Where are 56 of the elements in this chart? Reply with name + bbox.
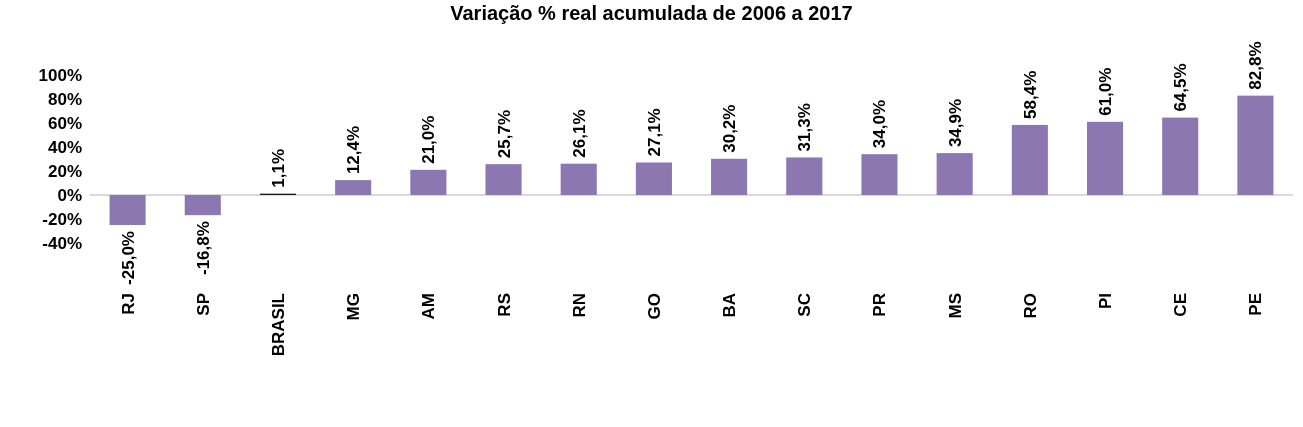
data-label: -25,0% — [118, 231, 138, 285]
data-label: 26,1% — [569, 109, 589, 158]
data-label: 1,1% — [268, 148, 288, 188]
x-tick-label: GO — [644, 293, 664, 320]
x-tick-label: SP — [193, 293, 213, 316]
x-tick-label: RS — [494, 293, 514, 317]
data-label: 82,8% — [1246, 41, 1266, 90]
x-tick-label: BA — [720, 293, 740, 318]
y-tick-label: 20% — [47, 161, 82, 181]
x-tick-label: MS — [945, 293, 965, 319]
y-tick-label: -40% — [42, 233, 82, 253]
data-label: 21,0% — [419, 115, 439, 164]
x-tick-label: CE — [1171, 293, 1191, 317]
bar — [410, 169, 447, 195]
bar — [1162, 117, 1199, 195]
x-tick-label: SC — [795, 293, 815, 317]
data-label: 30,2% — [720, 104, 740, 153]
bar — [560, 163, 597, 195]
bar — [861, 154, 898, 195]
x-tick-label: RO — [1020, 293, 1040, 319]
bar — [1011, 124, 1048, 195]
x-tick-label: AM — [419, 293, 439, 320]
bar — [1237, 95, 1274, 195]
bar — [335, 180, 372, 195]
data-label: 34,9% — [945, 98, 965, 148]
x-tick-label: MG — [344, 293, 364, 321]
x-tick-label: RN — [569, 293, 589, 318]
x-tick-label: PE — [1246, 293, 1266, 316]
x-tick-label: BRASIL — [268, 293, 288, 357]
bar — [786, 157, 823, 195]
bar — [711, 158, 748, 195]
x-tick-label: PI — [1096, 293, 1116, 310]
y-tick-label: 40% — [47, 137, 82, 157]
bar — [184, 195, 221, 216]
y-tick-label: 100% — [38, 65, 82, 85]
x-tick-label: PR — [870, 293, 890, 317]
y-tick-label: -20% — [42, 209, 82, 229]
data-label: 27,1% — [644, 108, 664, 157]
data-label: -16,8% — [193, 221, 213, 276]
data-label: 12,4% — [344, 125, 364, 175]
bar — [109, 195, 146, 225]
data-label: 31,3% — [795, 103, 815, 152]
data-label: 25,7% — [494, 109, 514, 159]
x-tick-label: RJ — [118, 293, 138, 315]
bar — [936, 153, 973, 195]
bar — [1086, 121, 1124, 195]
y-tick-label: 0% — [57, 185, 82, 205]
data-label: 64,5% — [1171, 63, 1191, 112]
data-label: 34,0% — [870, 100, 890, 149]
bar — [485, 164, 522, 195]
bar — [635, 162, 672, 195]
y-tick-label: 80% — [47, 89, 82, 109]
data-label: 61,0% — [1096, 67, 1116, 116]
chart-title: Variação % real acumulada de 2006 a 2017 — [450, 2, 853, 24]
y-tick-label: 60% — [47, 113, 82, 133]
data-label: 58,4% — [1020, 70, 1040, 119]
